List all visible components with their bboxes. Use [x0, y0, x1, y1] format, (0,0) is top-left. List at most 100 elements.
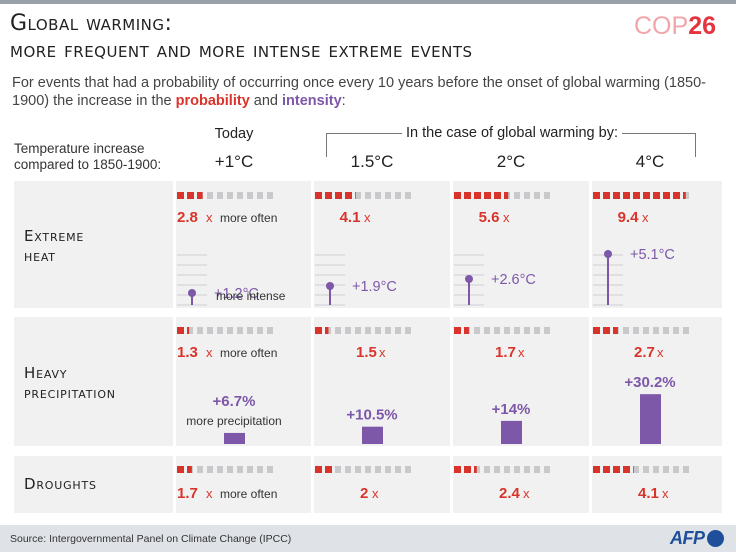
heat-prob-1-5c-square-7: [385, 192, 391, 199]
heat-intensity-label-1-5c: +1.9°C: [352, 279, 397, 295]
precip-prob-2c-square-3: [484, 327, 490, 334]
afp-logo-dot: [707, 530, 724, 547]
row-label-heavy-precipitation: Heavy precipitation: [24, 363, 116, 403]
heat-prob-2c-square-6: [514, 192, 520, 199]
precip-prob-2c-square-5: [504, 327, 510, 334]
droughts-panel: [14, 456, 722, 513]
precip-prob-today-partial-square: [187, 327, 190, 334]
drought-prob-today-partial-square: [187, 466, 192, 473]
heat-prob-1-5c-square-4: [355, 192, 361, 199]
afp-logo: AFP: [670, 528, 705, 548]
cop26-logo: COP26: [634, 12, 716, 41]
drought-prob-4c-square-5: [643, 466, 649, 473]
heat-times-sign-4c: x: [642, 210, 649, 225]
precip-prob-1-5c-square-5: [365, 327, 371, 334]
heat-prob-today-square-5: [227, 192, 233, 199]
intro-after: :: [341, 93, 346, 109]
drought-prob-4c-square-0: [593, 466, 600, 473]
intro-and: and: [249, 93, 283, 109]
precip-more-often: more often: [220, 346, 277, 360]
column-gutter-1-3: [589, 317, 592, 446]
precip-prob-4c-square-8: [673, 327, 679, 334]
precip-prob-1-5c-square-7: [385, 327, 391, 334]
heat-multiplier-4c: 9.4: [618, 209, 640, 226]
extreme-heat-panel: [14, 181, 722, 308]
drought-prob-1-5c-square-5: [365, 466, 371, 473]
precip-multiplier-1-5c: 1.5: [356, 344, 377, 361]
heat-prob-2c-square-2: [474, 192, 481, 199]
heat-prob-4c-square-0: [593, 192, 600, 199]
precip-prob-1-5c-square-0: [315, 327, 322, 334]
drought-prob-1-5c-square-6: [375, 466, 381, 473]
heat-prob-today-partial-square: [197, 192, 203, 199]
precip-multiplier-4c: 2.7: [634, 344, 655, 361]
drought-prob-2c-square-2: [474, 466, 480, 473]
heat-thermometer-bulb-2c: [465, 275, 473, 283]
heat-multiplier-today: 2.8: [177, 209, 198, 226]
drought-prob-2c-square-1: [464, 466, 471, 473]
precip-prob-4c-square-6: [653, 327, 659, 334]
today-label: Today: [214, 126, 254, 142]
drought-prob-today-square-3: [207, 466, 213, 473]
heat-multiplier-1-5c: 4.1: [340, 209, 361, 226]
heat-thermometer-bulb-4c: [604, 250, 612, 258]
drought-multiplier-2c: 2.4: [499, 485, 521, 502]
drought-prob-today-square-4: [217, 466, 223, 473]
column-gutter-2-0: [173, 456, 176, 513]
drought-multiplier-4c: 4.1: [638, 485, 659, 502]
heavy-precipitation-panel: [14, 317, 722, 446]
precip-prob-1-5c-square-8: [395, 327, 401, 334]
drought-prob-4c-square-2: [613, 466, 620, 473]
heat-prob-2c-square-8: [534, 192, 540, 199]
drought-prob-2c-square-9: [544, 466, 550, 473]
heat-prob-4c-partial-square: [683, 192, 686, 199]
heat-prob-2c-square-7: [524, 192, 530, 199]
temperature-row-header: Temperature increase compared to 1850-19…: [14, 141, 161, 173]
heat-times-sign-2c: x: [503, 210, 510, 225]
heat-prob-1-5c-square-6: [375, 192, 381, 199]
heat-prob-today-square-7: [247, 192, 253, 199]
precip-bar-1-5c: [362, 426, 383, 444]
heat-prob-today-square-9: [267, 192, 273, 199]
precip-prob-2c-square-2: [474, 327, 480, 334]
intro-probability: probability: [175, 93, 250, 109]
top-rule: [0, 0, 736, 4]
source-note: Source: Intergovernmental Panel on Clima…: [10, 533, 292, 545]
precip-times-sign-today: x: [206, 345, 213, 360]
heat-thermometer-bulb-1-5c: [326, 282, 334, 290]
temp-header-today: +1°C: [214, 152, 254, 171]
title-line-2: more frequent and more intense extreme e…: [10, 38, 473, 63]
precip-prob-1-5c-square-6: [375, 327, 381, 334]
drought-times-sign-1-5c: x: [372, 486, 379, 501]
row-label-extreme-heat-line2: heat: [24, 247, 56, 265]
drought-prob-2c-partial-square: [474, 466, 477, 473]
precip-prob-today-square-6: [237, 327, 243, 334]
temp-header-1-5: 1.5°C: [350, 152, 394, 171]
page-title: Global warming: more frequent and more i…: [10, 10, 473, 64]
precip-bar-4c: [640, 394, 661, 444]
heat-prob-4c-square-1: [603, 192, 610, 199]
column-gutter-2-1: [311, 456, 314, 513]
precip-prob-1-5c-square-4: [355, 327, 361, 334]
precip-prob-2c-partial-square: [464, 327, 469, 334]
precip-prob-2c-square-7: [524, 327, 530, 334]
precip-prob-2c-square-8: [534, 327, 540, 334]
precip-intensity-label-today: +6.7%: [213, 393, 256, 410]
heat-times-sign-today: x: [206, 210, 213, 225]
heat-intensity-label-2c: +2.6°C: [491, 272, 536, 288]
precip-prob-today-square-1: [187, 327, 193, 334]
heat-prob-1-5c-square-9: [405, 192, 411, 199]
precip-bar-2c: [501, 420, 522, 444]
heat-prob-1-5c-square-0: [315, 192, 322, 199]
drought-prob-2c-square-8: [534, 466, 540, 473]
precip-prob-today-square-0: [177, 327, 184, 334]
heat-thermometer-bulb-today: [188, 289, 196, 297]
drought-prob-1-5c-square-3: [345, 466, 351, 473]
heat-prob-2c-partial-square: [504, 192, 509, 199]
precip-times-sign-4c: x: [657, 345, 664, 360]
drought-prob-4c-square-6: [653, 466, 659, 473]
heat-prob-1-5c-partial-square: [355, 192, 356, 199]
column-gutter-1-0: [173, 317, 176, 446]
heat-prob-today-square-8: [257, 192, 263, 199]
drought-prob-4c-square-4: [633, 466, 639, 473]
